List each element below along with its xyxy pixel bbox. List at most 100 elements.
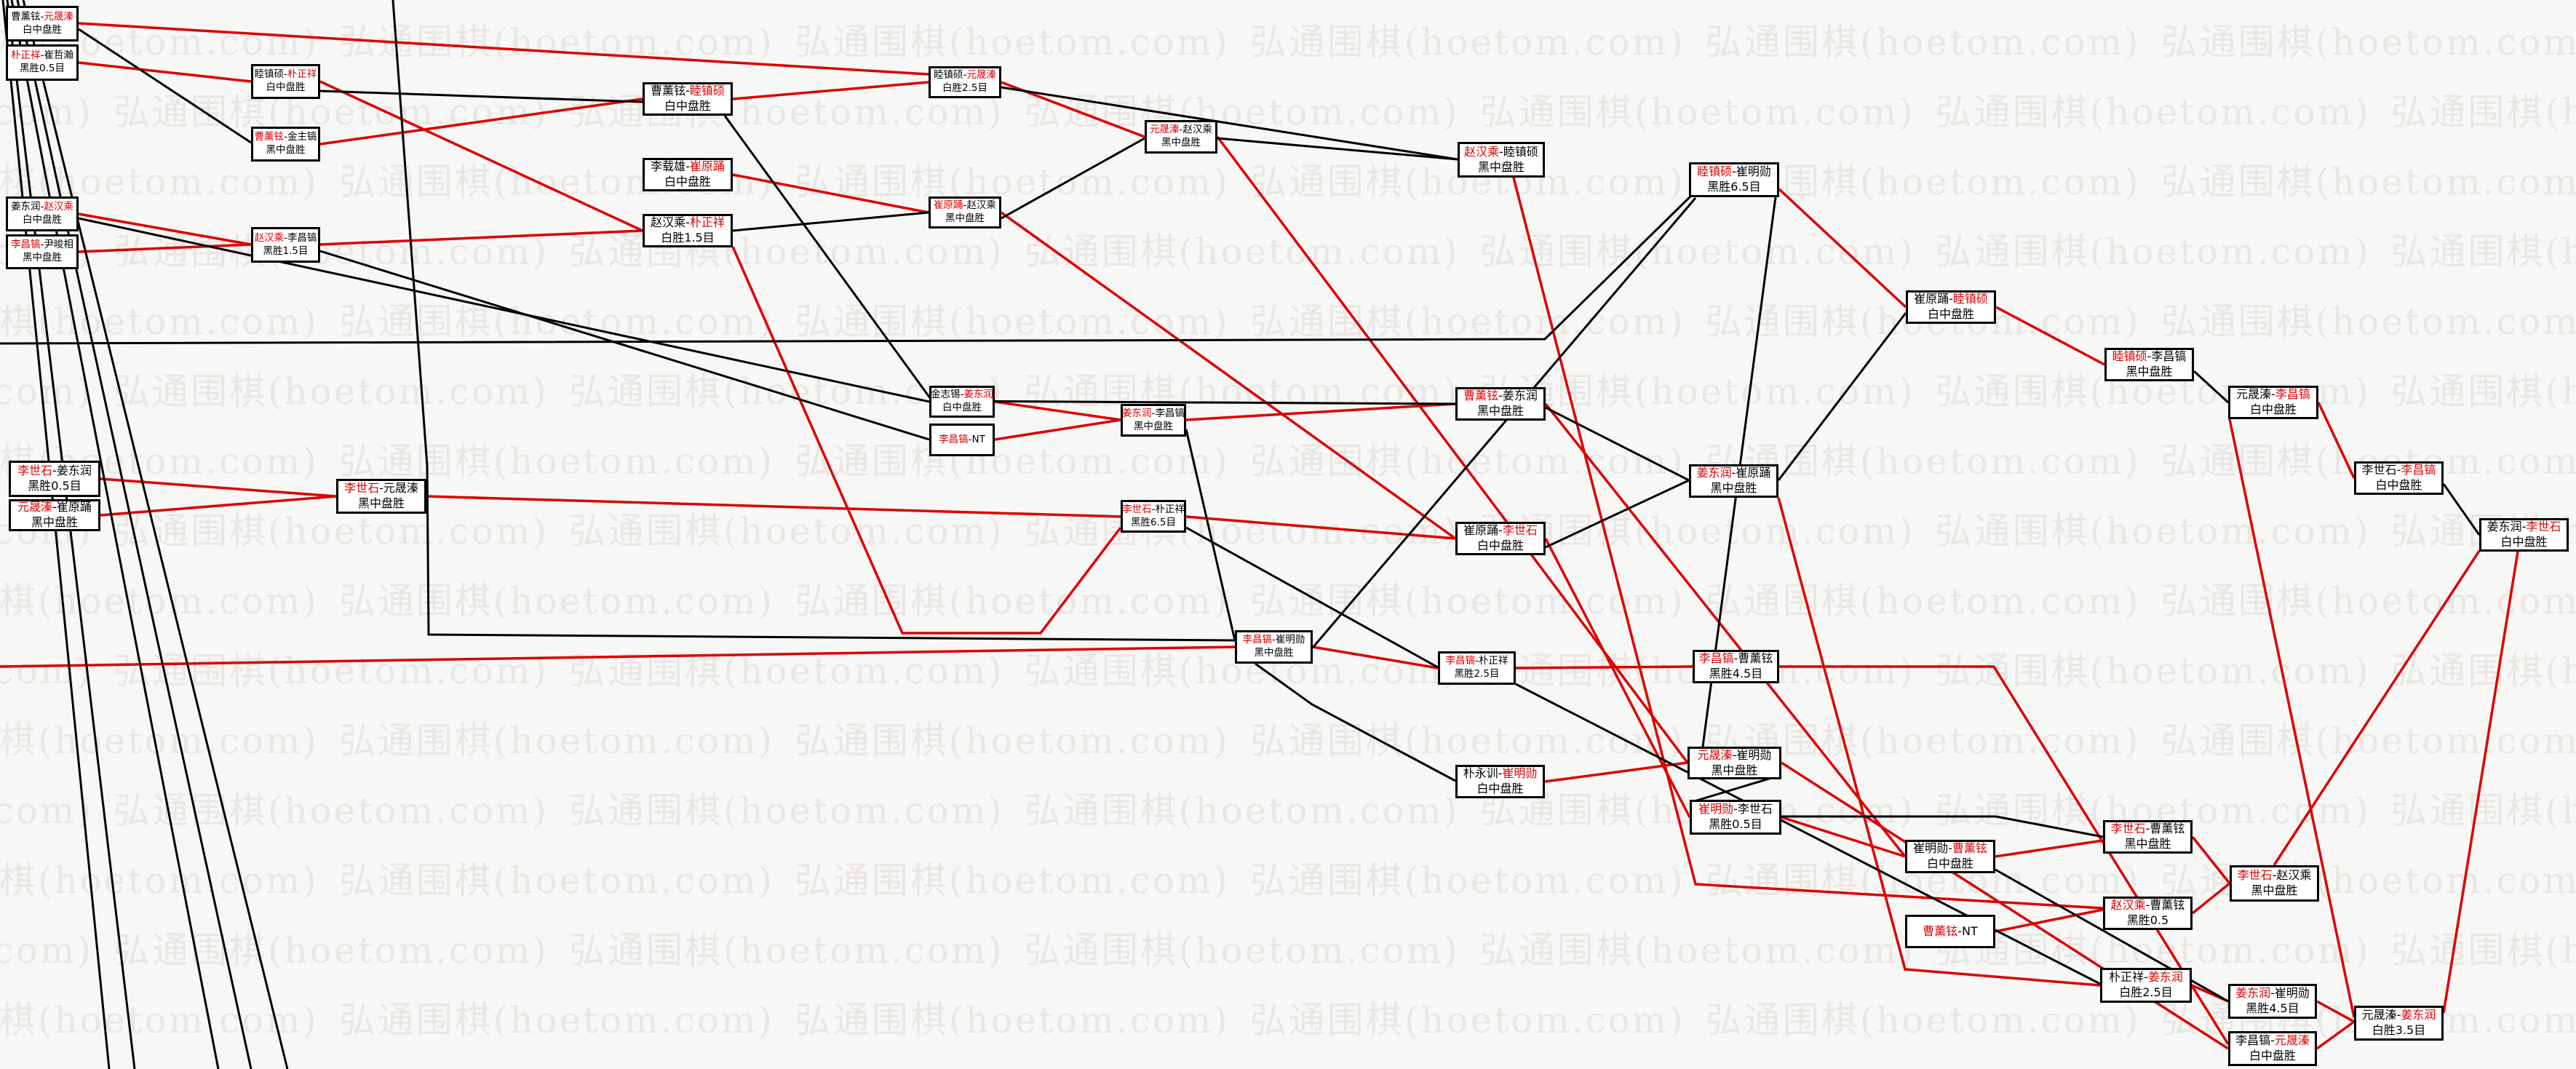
match-players: 睦镇硕-崔明勋 [1697, 164, 1771, 180]
match-box-b34: 曹薰铉-NT [1905, 915, 1995, 948]
players-separator: - [1732, 747, 1737, 762]
player2-name: 赵汉乘 [44, 201, 73, 213]
player2-name: 李昌镐 [1155, 407, 1185, 419]
match-result: 黑中盘胜 [945, 212, 985, 224]
match-result: 黑胜6.5目 [1707, 180, 1761, 194]
player2-name: 元晟溱 [44, 10, 73, 23]
winner-path-line [1216, 135, 1689, 764]
match-box-b31: 李昌镐-曹薰铉 黑胜4.5目 [1693, 650, 1779, 683]
players-separator: - [963, 69, 967, 82]
player2-name: 李昌镐 [2401, 463, 2436, 477]
match-players: 赵汉乘-李昌镐 [255, 232, 317, 245]
match-players: 金志锡-姜东润 [931, 389, 993, 402]
match-players: 李昌镐-朴正祥 [1446, 655, 1508, 668]
match-box-b41: 李世石-赵汉乘 黑中盘胜 [2230, 865, 2319, 902]
match-players: 睦镇硕-李昌镐 [2112, 349, 2187, 365]
player2-name: 曹薰铉 [2150, 822, 2185, 836]
player1-name: 李世石 [1122, 503, 1152, 515]
match-players: 姜东润-崔原踊 [1697, 466, 1771, 481]
match-result: 黑中盘胜 [1161, 137, 1201, 148]
player2-name: 赵汉乘 [966, 199, 996, 212]
match-players: 姜东润-李世石 [2487, 520, 2561, 535]
players-separator: - [40, 10, 44, 23]
player2-name: 赵汉乘 [2276, 868, 2312, 883]
players-separator: - [1733, 651, 1738, 666]
players-separator: - [52, 464, 57, 478]
winner-path-line [1781, 816, 1906, 858]
players-separator: - [685, 215, 690, 230]
player1-name: 崔原踊 [1463, 523, 1499, 538]
match-players: 李世石-赵汉乘 [2238, 868, 2312, 883]
players-separator: - [2270, 986, 2275, 1001]
player1-name: 睦镇硕 [1697, 164, 1733, 179]
match-box-b30: 崔明勋-李世石 黑胜0.5目 [1690, 800, 1781, 835]
match-result: 黑胜0.5 [2126, 913, 2169, 927]
match-result: 黑胜6.5目 [1131, 516, 1176, 528]
winner-path-line [1995, 908, 2104, 933]
match-box-b04: 曹薰铉-金主镐 黑中盘胜 [251, 127, 320, 162]
players-separator: - [1498, 523, 1503, 538]
match-players: 崔原踊-李世石 [1463, 523, 1538, 539]
match-result: 黑中盘胜 [2251, 883, 2298, 897]
match-players: 睦镇硕-元晟溱 [934, 69, 996, 82]
player1-name: 李世石 [2361, 463, 2397, 477]
match-box-b23: 朴永训-崔明勋 白中盘胜 [1455, 765, 1545, 798]
match-result: 白胜3.5目 [2372, 1023, 2426, 1037]
player1-name: 元晟溱 [2236, 387, 2272, 402]
player1-name: 元晟溱 [17, 500, 53, 514]
match-box-b40: 姜东润-李世石 白中盘胜 [2479, 518, 2569, 552]
watermark-text: 弘通围棋(hoetom.com) 弘通围棋(hoetom.com) 弘通围棋(h… [0, 999, 2576, 1041]
match-players: 曹薰铉-睦镇硕 [651, 84, 725, 99]
player1-name: 睦镇硕 [254, 68, 285, 81]
match-result: 白中盘胜 [1927, 307, 1974, 321]
loser-path-line [2442, 483, 2481, 536]
player1-name: 崔明勋 [1698, 802, 1734, 816]
match-box-b43: 姜东润-崔明勋 黑胜4.5目 [2228, 984, 2317, 1019]
match-result: 黑中盘胜 [23, 252, 62, 263]
player2-name: 金主镐 [287, 131, 317, 143]
player2-name: 姜东润 [2147, 970, 2183, 985]
loser-path-line [1, 0, 111, 1069]
match-box-b06: 李昌镐-尹晙相 黑中盘胜 [6, 234, 79, 269]
match-result: 白中盘胜 [664, 99, 711, 113]
player1-name: 李昌镐 [939, 433, 969, 445]
match-players: 李世石-姜东润 [17, 464, 92, 479]
player2-name: 赵汉乘 [1182, 124, 1212, 136]
player2-name: 尹晙相 [44, 239, 73, 251]
player2-name: 朴正祥 [1478, 655, 1508, 667]
players-separator: - [379, 481, 383, 496]
player1-name: 朴正祥 [2109, 970, 2144, 985]
match-box-b11: 睦镇硕-元晟溱 白胜2.5目 [929, 66, 1001, 98]
player1-name: 李世石 [2110, 822, 2146, 836]
match-players: 李昌镐-NT [939, 434, 985, 447]
match-box-b28: 姜东润-崔原踊 黑中盘胜 [1689, 464, 1778, 498]
players-separator: - [52, 500, 57, 514]
match-box-b37: 睦镇硕-李昌镐 黑中盘胜 [2104, 348, 2194, 381]
player2-name: 姜东润 [2401, 1008, 2436, 1022]
match-box-b08: 曹薰铉-睦镇硕 白中盘胜 [643, 82, 733, 116]
watermark-text: 弘通围棋(hoetom.com) 弘通围棋(hoetom.com) 弘通围棋(h… [0, 929, 2576, 971]
match-result: 黑中盘胜 [2124, 837, 2171, 851]
match-players: 曹薰铉-金主镐 [255, 131, 317, 144]
loser-path-line [1691, 774, 1782, 803]
players-separator: - [685, 84, 690, 98]
match-box-b35: 李世石-曹薰铉 黑中盘胜 [2103, 820, 2193, 854]
match-box-b05: 姜东润-赵汉乘 白中盘胜 [6, 196, 79, 231]
match-result: 黑胜1.5目 [263, 245, 309, 257]
winner-path-line [1995, 306, 2105, 366]
winner-path-line [1312, 645, 1439, 669]
match-players: 李世石-朴正祥 [1122, 504, 1185, 517]
match-box-b16: 李世石-元晟溱 黑中盘胜 [336, 479, 426, 514]
match-players: 元晟溱-李昌镐 [2236, 387, 2310, 402]
loser-path-line [723, 115, 1456, 405]
loser-path-line [1545, 479, 1690, 549]
match-players: 朴永训-崔明勋 [1463, 766, 1538, 782]
match-result: 白中盘胜 [664, 175, 711, 188]
loser-path-line [732, 211, 929, 232]
match-players: 元晟溱-崔原踊 [17, 500, 92, 515]
player1-name: 李世石 [17, 464, 53, 478]
player1-name: 曹薰铉 [1463, 389, 1499, 403]
player1-name: 元晟溱 [1150, 124, 1180, 136]
winner-path-line [0, 645, 1236, 668]
watermark-text: 弘通围棋(hoetom.com) 弘通围棋(hoetom.com) 弘通围棋(h… [0, 91, 2576, 133]
